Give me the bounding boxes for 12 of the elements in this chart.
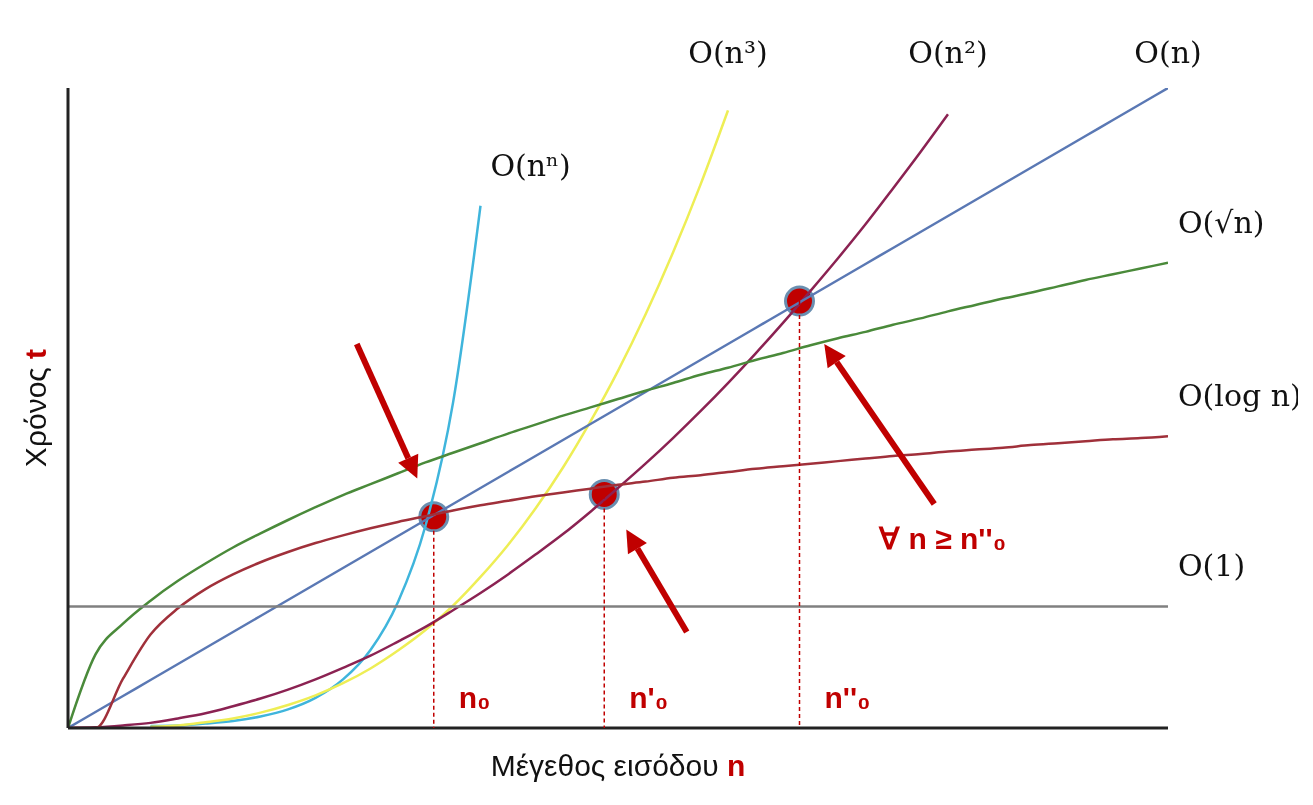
series-label: O(1) — [1178, 548, 1246, 584]
series-label: O(√n) — [1178, 204, 1265, 240]
series-label: O(n) — [1134, 35, 1202, 70]
y-axis-title: Χρόνος t — [19, 348, 52, 468]
series-label: O(n²) — [908, 35, 988, 70]
annotation: n₀ — [458, 681, 491, 714]
series-label: O(nⁿ) — [490, 147, 571, 183]
annotation: n'₀ — [629, 681, 669, 714]
annotation: ∀ n ≥ n''₀ — [878, 521, 1007, 555]
annotation: n''₀ — [824, 681, 871, 714]
series-label: O(n³) — [688, 35, 768, 70]
x-axis-title: Μέγεθος εισόδου n — [490, 749, 746, 782]
